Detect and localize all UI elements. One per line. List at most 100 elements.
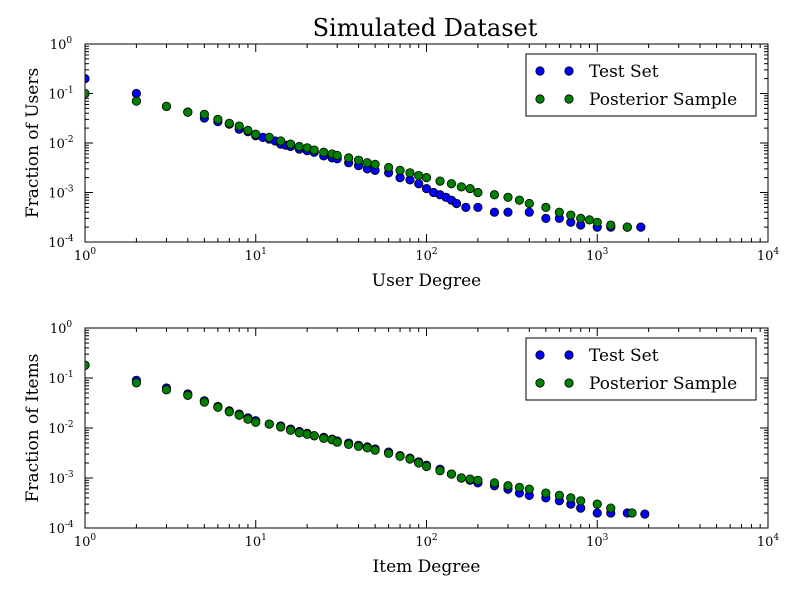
y-axis-label: Fraction of Users (23, 68, 43, 218)
data-point (344, 153, 354, 163)
data-point (395, 165, 405, 175)
data-point (332, 150, 342, 161)
y-tick-label: 10-1 (48, 86, 73, 103)
data-point (592, 217, 602, 227)
data-point (362, 158, 372, 168)
x-tick-label: 102 (415, 533, 437, 550)
data-point (405, 168, 415, 178)
data-point (465, 183, 475, 194)
data-point (606, 220, 616, 230)
data-point (332, 437, 342, 447)
y-tick-label: 10-2 (48, 135, 73, 152)
data-point (524, 484, 534, 494)
y-tick-label: 10-3 (48, 185, 74, 202)
points-layer (85, 74, 646, 232)
y-tick-label: 10-1 (48, 370, 73, 387)
legend-marker (535, 66, 545, 76)
y-tick-label: 10-4 (48, 520, 74, 537)
legend-label: Posterior Sample (589, 90, 737, 110)
data-point (554, 490, 564, 500)
data-point (489, 190, 500, 200)
data-point (541, 488, 551, 498)
data-point (414, 179, 424, 189)
data-point (286, 139, 296, 149)
points-layer (85, 360, 650, 519)
data-point (309, 431, 319, 441)
legend-marker (564, 350, 574, 360)
data-point (353, 155, 364, 165)
data-point (524, 207, 534, 217)
data-point (524, 198, 534, 209)
data-point (473, 202, 483, 213)
data-point (622, 222, 632, 232)
data-point (640, 509, 650, 519)
y-axis-label: Fraction of Items (23, 354, 43, 503)
data-point (489, 207, 500, 217)
data-point (421, 183, 432, 194)
data-point (294, 428, 304, 438)
data-point (370, 159, 380, 169)
user-degree-plot: 100 101 102 103 104 10-4 10-3 10-2 10-1 100 User D… (23, 36, 779, 291)
data-point (584, 215, 595, 225)
data-point (503, 481, 513, 491)
data-point (636, 222, 646, 232)
data-point (344, 439, 354, 449)
data-point (541, 202, 551, 213)
y-tick-label: 100 (50, 320, 73, 337)
legend-marker (564, 94, 574, 104)
chart-title: Simulated Dataset (313, 14, 538, 42)
x-axis-label: User Degree (372, 271, 481, 291)
x-tick-label: 101 (245, 533, 267, 550)
data-point (286, 425, 296, 435)
data-point (199, 397, 209, 407)
data-point (384, 448, 394, 459)
x-tick-label: 102 (415, 247, 437, 264)
data-point (473, 187, 483, 198)
data-point (456, 473, 466, 483)
data-point (213, 114, 223, 124)
data-point (461, 202, 471, 213)
data-point (627, 508, 637, 518)
data-point (489, 478, 500, 488)
data-point (319, 433, 329, 443)
data-point (131, 378, 142, 388)
x-tick-label: 103 (586, 247, 609, 264)
legend-box (525, 337, 757, 401)
data-point (213, 402, 223, 412)
data-point (370, 445, 380, 455)
data-point (85, 360, 90, 370)
x-tick-label: 100 (74, 533, 97, 550)
data-point (576, 496, 586, 506)
legend-box (525, 53, 757, 117)
data-point (161, 101, 172, 111)
data-point (566, 493, 576, 503)
legend-marker (535, 94, 545, 104)
data-point (503, 192, 513, 202)
data-point (421, 461, 432, 472)
data-point (473, 475, 483, 485)
legend: Test Set Posterior Sample (525, 53, 757, 117)
data-point (294, 141, 304, 152)
x-tick-label: 101 (245, 247, 267, 264)
y-tick-label: 10-3 (48, 470, 74, 487)
data-point (224, 407, 234, 417)
legend-marker (564, 378, 574, 388)
data-point (435, 466, 445, 476)
data-point (503, 207, 513, 217)
legend-label: Test Set (589, 346, 659, 366)
data-point (566, 210, 576, 220)
x-tick-label: 104 (757, 533, 780, 550)
data-point (514, 195, 524, 205)
y-tick-label: 10-4 (48, 234, 74, 251)
data-point (131, 88, 142, 99)
series-posterior-sample (85, 360, 637, 518)
data-point (243, 414, 253, 424)
data-point (183, 390, 193, 400)
data-point (362, 443, 372, 453)
data-point (234, 410, 244, 420)
x-tick-label: 100 (74, 247, 97, 264)
data-point (606, 503, 616, 513)
data-point (276, 136, 286, 146)
data-point (85, 74, 90, 84)
data-point (514, 482, 524, 492)
